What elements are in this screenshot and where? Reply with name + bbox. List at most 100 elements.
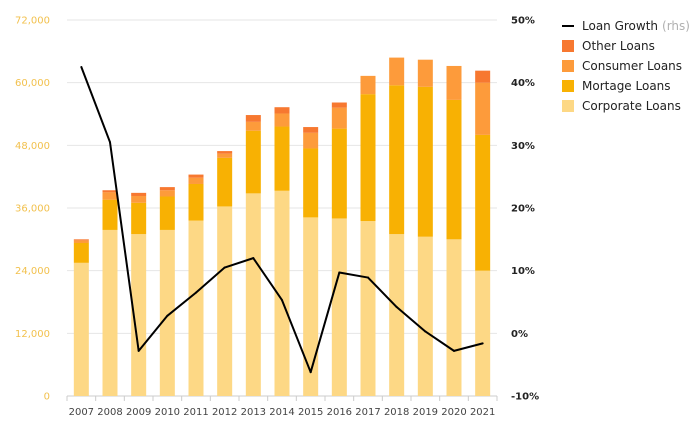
legend-label-other-loans: Other Loans: [582, 39, 655, 53]
legend-swatch-other-loans: [562, 40, 574, 52]
y-right-tick-label: 40%: [511, 78, 535, 89]
x-tick-label: 2021: [470, 407, 495, 418]
bar-mortage-loans: [102, 199, 118, 230]
bar-corporate-loans: [102, 229, 118, 396]
bar-other-loans: [159, 187, 175, 191]
loan-growth-point: [252, 257, 255, 260]
bar-other-loans: [102, 190, 118, 193]
x-tick-label: 2016: [327, 407, 352, 418]
x-tick-label: 2007: [69, 407, 94, 418]
bar-corporate-loans: [217, 206, 233, 396]
bar-mortage-loans: [475, 134, 491, 271]
legend-label-loan-growth: Loan Growth: [582, 19, 659, 33]
x-tick-label: 2009: [126, 407, 151, 418]
bar-mortage-loans: [446, 99, 462, 240]
y-right-tick-label: 0%: [511, 329, 528, 340]
y-right-tick-label: 30%: [511, 141, 535, 152]
legend-item-mortage-loans: Mortage Loans: [562, 76, 690, 96]
loan-growth-point: [338, 271, 341, 274]
x-tick-label: 2017: [355, 407, 380, 418]
bar-other-loans: [475, 70, 491, 83]
bar-mortage-loans: [417, 86, 433, 237]
bar-consumer-loans: [331, 107, 347, 129]
bar-mortage-loans: [159, 196, 175, 230]
y-left-tick-label: 12,000: [15, 329, 50, 340]
bar-other-loans: [331, 102, 347, 108]
bar-consumer-loans: [188, 177, 204, 184]
bar-other-loans: [131, 192, 147, 196]
loan-growth-point: [453, 349, 455, 352]
bar-consumer-loans: [475, 82, 491, 135]
loan-growth-point: [223, 266, 226, 269]
x-tick-label: 2012: [212, 407, 237, 418]
bar-other-loans: [73, 239, 89, 241]
bar-consumer-loans: [417, 59, 433, 87]
loan-growth-point: [481, 342, 484, 345]
bar-consumer-loans: [245, 121, 261, 131]
bar-corporate-loans: [475, 270, 491, 396]
bar-consumer-loans: [360, 75, 376, 95]
bar-mortage-loans: [360, 94, 376, 222]
bar-mortage-loans: [131, 202, 147, 235]
x-tick-label: 2015: [298, 407, 323, 418]
loan-growth-point: [166, 314, 169, 317]
loan-growth-point: [195, 291, 197, 294]
bar-mortage-loans: [73, 242, 89, 263]
legend-label-corporate-loans: Corporate Loans: [582, 99, 681, 113]
loan-growth-point: [309, 371, 312, 374]
bar-mortage-loans: [245, 130, 261, 194]
bar-mortage-loans: [188, 183, 204, 221]
bar-corporate-loans: [188, 220, 204, 396]
legend-suffix-rhs: (rhs): [662, 19, 690, 33]
x-tick-label: 2008: [97, 407, 122, 418]
y-right-tick-label: 20%: [511, 204, 535, 215]
chart-legend: Loan Growth (rhs) Other Loans Consumer L…: [562, 16, 690, 116]
legend-swatch-corporate-loans: [562, 100, 574, 112]
loan-growth-point: [367, 276, 369, 279]
bar-mortage-loans: [274, 126, 290, 191]
legend-item-other-loans: Other Loans: [562, 36, 690, 56]
y-left-tick-label: 0: [44, 392, 50, 403]
x-tick-label: 2018: [384, 407, 409, 418]
bar-consumer-loans: [274, 113, 290, 127]
y-right-tick-label: 50%: [511, 16, 535, 27]
bar-corporate-loans: [417, 236, 433, 396]
legend-item-consumer-loans: Consumer Loans: [562, 56, 690, 76]
y-left-tick-label: 48,000: [15, 141, 50, 152]
legend-swatch-consumer-loans: [562, 60, 574, 72]
bar-mortage-loans: [217, 157, 233, 207]
x-tick-label: 2020: [441, 407, 466, 418]
bar-other-loans: [303, 127, 319, 133]
bar-consumer-loans: [217, 153, 233, 158]
bar-corporate-loans: [389, 234, 405, 396]
y-right-tick-label: -10%: [511, 392, 539, 403]
bar-consumer-loans: [303, 132, 319, 149]
bar-consumer-loans: [159, 190, 175, 197]
bar-consumer-loans: [389, 57, 405, 86]
bar-other-loans: [245, 115, 261, 122]
x-tick-label: 2019: [413, 407, 438, 418]
legend-label-consumer-loans: Consumer Loans: [582, 59, 683, 73]
loan-growth-point: [424, 330, 427, 333]
loan-growth-point: [281, 299, 283, 302]
bar-consumer-loans: [102, 192, 118, 200]
bar-other-loans: [274, 107, 290, 114]
legend-line-swatch: [562, 25, 574, 27]
x-tick-label: 2013: [241, 407, 266, 418]
loan-growth-point: [137, 349, 140, 352]
bar-other-loans: [217, 151, 233, 154]
legend-label-mortage-loans: Mortage Loans: [582, 79, 671, 93]
x-tick-label: 2011: [183, 407, 208, 418]
bar-consumer-loans: [73, 240, 89, 243]
bar-mortage-loans: [303, 148, 319, 218]
bar-corporate-loans: [360, 221, 376, 396]
bar-consumer-loans: [131, 195, 147, 203]
loan-growth-point: [80, 66, 83, 68]
y-right-tick-label: 10%: [511, 266, 535, 277]
bar-corporate-loans: [331, 218, 347, 396]
bar-other-loans: [188, 174, 204, 178]
y-left-tick-label: 60,000: [15, 78, 50, 89]
y-left-tick-label: 72,000: [15, 16, 50, 27]
